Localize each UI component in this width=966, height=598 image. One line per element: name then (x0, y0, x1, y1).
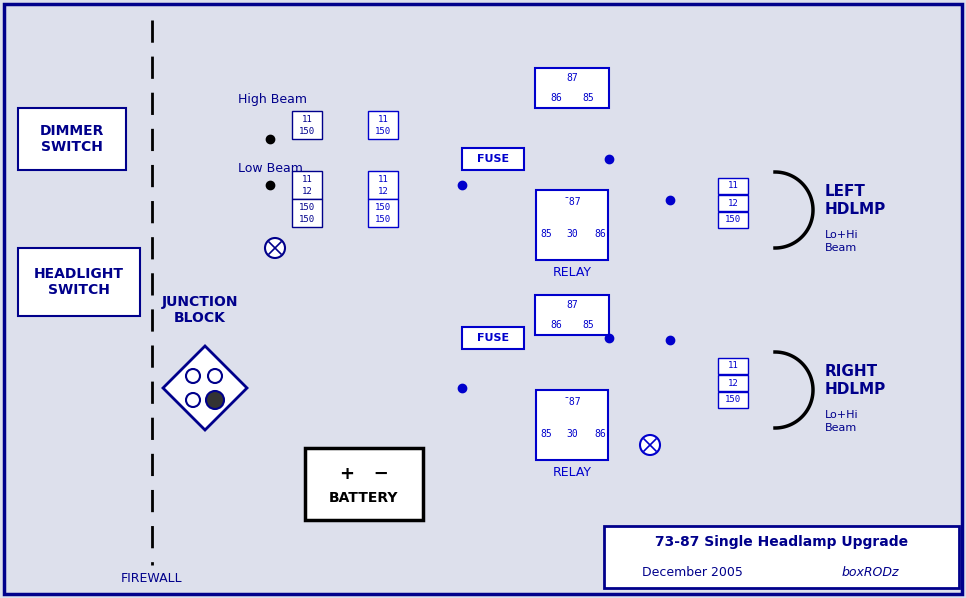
Text: FUSE: FUSE (477, 333, 509, 343)
Bar (536, 390, 608, 460)
Bar (604, 526, 959, 588)
Text: 11: 11 (727, 182, 738, 191)
Text: December 2005: December 2005 (641, 566, 743, 578)
Text: FUSE: FUSE (477, 154, 509, 164)
Text: 85: 85 (582, 93, 594, 103)
Text: BATTERY: BATTERY (329, 491, 399, 505)
Text: RELAY: RELAY (553, 465, 591, 478)
Text: Beam: Beam (825, 243, 857, 253)
Text: 150: 150 (375, 215, 391, 224)
Circle shape (640, 435, 660, 455)
Text: 150: 150 (298, 215, 315, 224)
Bar (368, 111, 398, 139)
Bar (718, 358, 748, 374)
Text: 85: 85 (540, 229, 552, 239)
Text: 11: 11 (378, 175, 388, 184)
Text: HEADLIGHT
SWITCH: HEADLIGHT SWITCH (34, 267, 124, 297)
Text: Beam: Beam (825, 423, 857, 433)
Bar (718, 392, 748, 408)
Text: 11: 11 (378, 114, 388, 124)
Text: 150: 150 (298, 203, 315, 212)
Text: 11: 11 (727, 362, 738, 371)
Text: boxRODz: boxRODz (841, 566, 898, 578)
Bar (535, 68, 609, 108)
Bar (18, 248, 140, 316)
Text: +   −: + − (340, 465, 388, 483)
Circle shape (265, 238, 285, 258)
Text: 12: 12 (378, 187, 388, 196)
Text: 85: 85 (582, 320, 594, 330)
Text: RIGHT: RIGHT (825, 365, 878, 380)
Text: Lo+Hi: Lo+Hi (825, 230, 859, 240)
Bar (292, 111, 322, 139)
Text: 150: 150 (724, 215, 741, 224)
Text: RELAY: RELAY (553, 266, 591, 279)
Text: 150: 150 (375, 203, 391, 212)
Text: 86: 86 (594, 429, 606, 439)
Text: DIMMER
SWITCH: DIMMER SWITCH (40, 124, 104, 154)
Bar (292, 199, 322, 227)
Bar (368, 171, 398, 199)
Bar (462, 327, 524, 349)
Text: High Beam: High Beam (238, 93, 307, 106)
Text: 73-87 Single Headlamp Upgrade: 73-87 Single Headlamp Upgrade (655, 535, 908, 549)
Text: 87: 87 (566, 73, 578, 83)
Text: 12: 12 (727, 199, 738, 208)
Bar (368, 199, 398, 227)
Circle shape (208, 369, 222, 383)
Text: 30: 30 (566, 429, 578, 439)
Text: ¯87: ¯87 (563, 397, 581, 407)
Bar (18, 108, 126, 170)
Text: 87: 87 (566, 300, 578, 310)
Text: 150: 150 (724, 395, 741, 404)
Text: 85: 85 (540, 429, 552, 439)
Circle shape (186, 369, 200, 383)
Text: 11: 11 (301, 175, 312, 184)
Text: 86: 86 (550, 320, 562, 330)
Text: FIREWALL: FIREWALL (121, 572, 183, 584)
Text: 12: 12 (301, 187, 312, 196)
Bar (718, 178, 748, 194)
Text: 86: 86 (594, 229, 606, 239)
Text: Lo+Hi: Lo+Hi (825, 410, 859, 420)
Bar (292, 171, 322, 199)
Polygon shape (163, 346, 247, 430)
Bar (718, 375, 748, 391)
Bar (462, 148, 524, 170)
Text: 30: 30 (566, 229, 578, 239)
Bar (305, 448, 423, 520)
Text: LEFT: LEFT (825, 185, 866, 200)
Text: JUNCTION
BLOCK: JUNCTION BLOCK (161, 295, 239, 325)
Bar (535, 295, 609, 335)
Text: 150: 150 (298, 127, 315, 136)
Bar (718, 212, 748, 228)
Text: HDLMP: HDLMP (825, 383, 886, 398)
Text: 86: 86 (550, 93, 562, 103)
Bar (536, 190, 608, 260)
Circle shape (186, 393, 200, 407)
Text: HDLMP: HDLMP (825, 203, 886, 218)
Text: Low Beam: Low Beam (238, 161, 303, 175)
Text: 11: 11 (301, 114, 312, 124)
Circle shape (206, 391, 224, 409)
Text: 12: 12 (727, 379, 738, 388)
Text: ¯87: ¯87 (563, 197, 581, 207)
Text: 150: 150 (375, 127, 391, 136)
Bar (718, 195, 748, 211)
